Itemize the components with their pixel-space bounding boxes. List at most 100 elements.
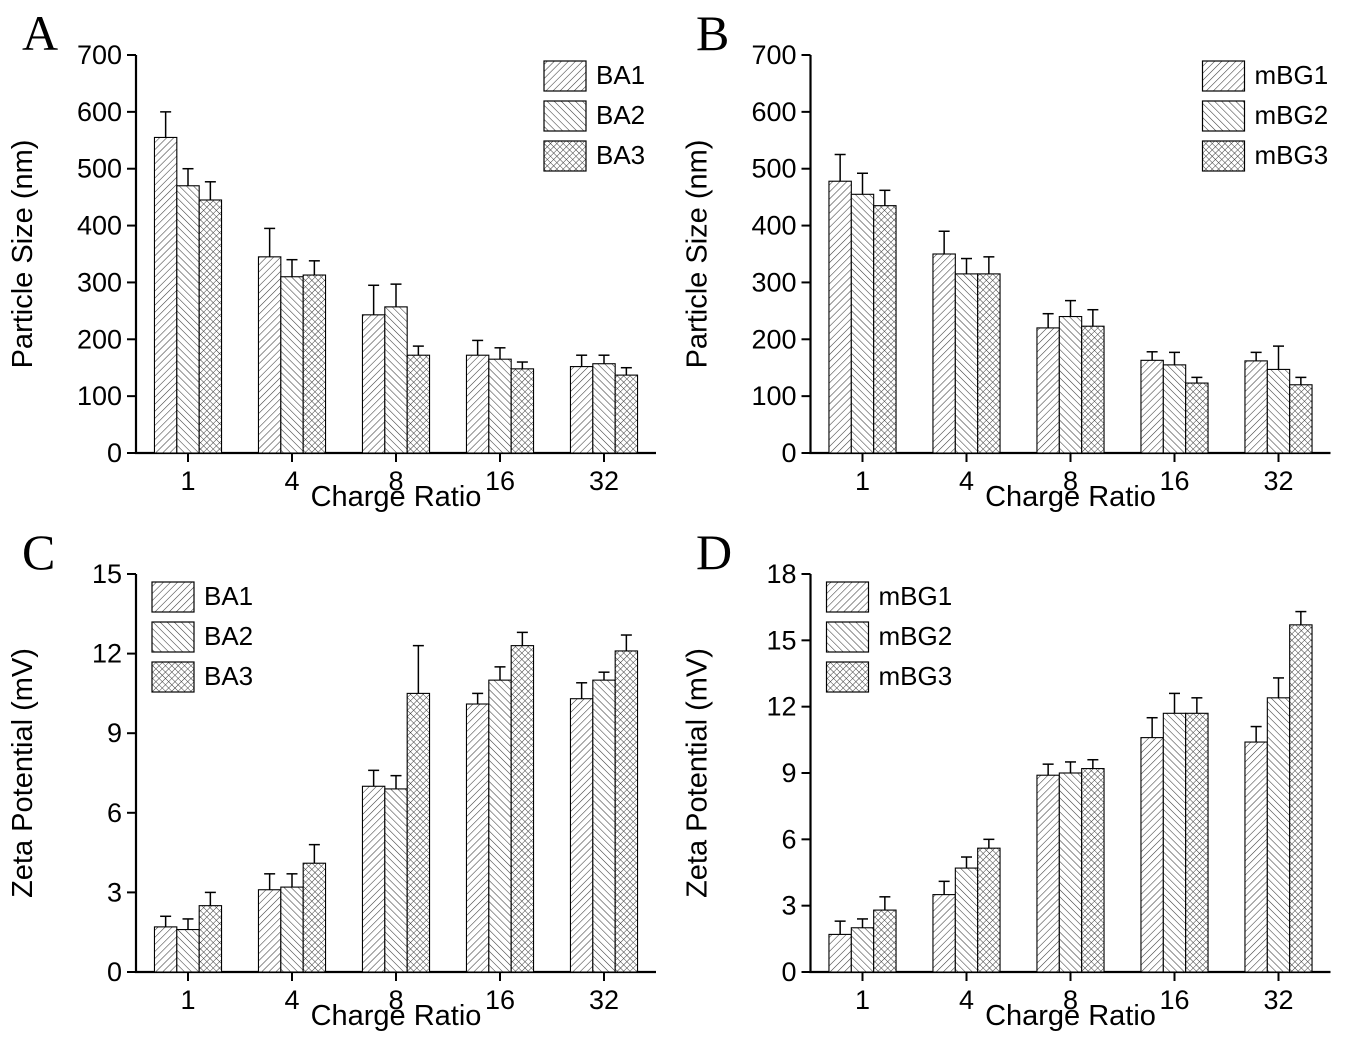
y-tick-label: 18 [766,559,796,589]
x-tick-label: 1 [855,466,870,496]
bar-BA3 [510,645,535,973]
bar-mBG1 [828,180,852,454]
x-tick-label: 1 [180,466,195,496]
bar-BA1 [361,785,386,973]
y-tick-label: 400 [751,211,796,241]
y-tick-label: 500 [77,154,122,184]
bar-mBG2 [850,927,875,973]
legend-label-BA2: BA2 [596,100,645,130]
x-tick-label: 8 [1063,985,1078,1015]
x-tick-label: 4 [959,466,974,496]
bar-mBG2 [954,867,979,973]
legend-label-mBG1: mBG1 [879,581,953,611]
y-tick-label: 6 [781,824,796,854]
bar-BA2 [384,788,408,973]
bar-BA2 [384,306,408,454]
x-tick-label: 4 [284,466,299,496]
bar-mBG3 [1289,384,1313,454]
bar-BA3 [614,374,639,454]
y-tick-label: 500 [751,154,796,184]
x-tick-label: 16 [1159,985,1189,1015]
y-tick-label: 0 [781,957,796,987]
bar-mBG2 [1058,772,1083,973]
legend-swatch-mBG2 [1201,100,1246,132]
legend-swatch-mBG1 [1201,60,1246,92]
bar-mBG1 [828,933,852,973]
y-tick-label: 400 [77,211,122,241]
bar-BA3 [198,199,223,454]
legend-swatch-BA1 [543,60,587,92]
bar-BA2 [280,886,304,973]
bar-BA1 [153,926,178,973]
panel-letter-D: D [696,524,733,580]
bar-BA2 [592,363,616,454]
bar-BA1 [465,354,490,454]
y-axis-title: Zeta Potential (mV) [7,648,39,898]
legend-swatch-mBG3 [1201,140,1246,172]
legend-swatch-BA1 [151,581,195,613]
y-tick-label: 100 [77,381,122,411]
bar-mBG1 [1140,359,1164,454]
bar-mBG2 [1162,712,1187,973]
y-axis-title: Particle Size (nm) [682,140,714,369]
legend-swatch-BA3 [151,661,195,693]
y-tick-label: 200 [751,324,796,354]
y-tick-label: 9 [107,718,122,748]
bar-mBG3 [1081,325,1105,454]
bar-BA3 [198,905,223,973]
legend-swatch-mBG2 [825,621,870,653]
chart-D-zeta-potential: 0 3 6 9 12 15 18 1 4 8 16 32 Zeta Potential (mV) Char… [682,559,1331,1032]
bar-BA1 [465,703,490,973]
bar-mBG2 [1266,368,1291,454]
bar-mBG3 [1185,712,1209,973]
bar-BA2 [592,679,616,973]
bar-BA2 [280,276,304,454]
bar-BA1 [569,698,594,973]
legend-swatch-mBG1 [825,581,870,613]
legend-label-BA3: BA3 [596,140,645,170]
bar-mBG1 [1244,360,1268,454]
y-tick-label: 700 [77,40,122,70]
legend-label-mBG2: mBG2 [1255,100,1329,130]
x-tick-label: 16 [485,466,515,496]
bar-BA2 [176,928,200,973]
legend-label-BA2: BA2 [204,621,253,651]
x-tick-label: 8 [388,466,403,496]
bar-BA1 [257,256,282,454]
panel-D: D 0 3 6 9 12 15 18 1 4 8 16 32 Zeta Potential (mV) Ch… [674,519,1349,1038]
legend-swatch-mBG3 [825,661,870,693]
legend-label-mBG3: mBG3 [1255,140,1329,170]
bar-mBG3 [1185,382,1209,454]
bar-BA1 [569,366,594,454]
y-axis-title: Zeta Potential (mV) [682,648,714,898]
bar-BA2 [488,358,512,454]
x-tick-label: 1 [855,985,870,1015]
bar-mBG2 [1266,697,1291,973]
x-axis-title: Charge Ratio [985,1000,1156,1032]
bar-mBG3 [873,909,897,973]
y-tick-label: 100 [751,381,796,411]
bar-BA2 [488,679,512,973]
y-tick-label: 700 [751,40,796,70]
y-tick-label: 300 [751,267,796,297]
x-tick-label: 8 [1063,466,1078,496]
bar-BA3 [406,354,431,454]
y-tick-label: 0 [107,438,122,468]
legend-label-BA1: BA1 [596,60,645,90]
x-tick-label: 32 [1263,985,1293,1015]
bar-mBG1 [1140,737,1164,973]
bar-BA3 [406,692,431,973]
bar-BA3 [302,274,327,454]
x-axis-title: Charge Ratio [311,1000,482,1032]
panel-C: C 0 3 6 9 12 15 1 4 8 16 32 Zeta Potential (mV) Char… [0,519,674,1038]
legend-swatch-BA2 [543,100,587,132]
y-tick-label: 0 [781,438,796,468]
y-tick-label: 12 [766,692,796,722]
bar-BA3 [302,862,327,973]
bar-mBG1 [1244,741,1268,973]
y-tick-label: 300 [77,267,122,297]
legend-label-mBG3: mBG3 [879,661,953,691]
y-tick-label: 600 [77,97,122,127]
x-tick-label: 4 [284,985,299,1015]
x-axis-title: Charge Ratio [985,481,1156,513]
